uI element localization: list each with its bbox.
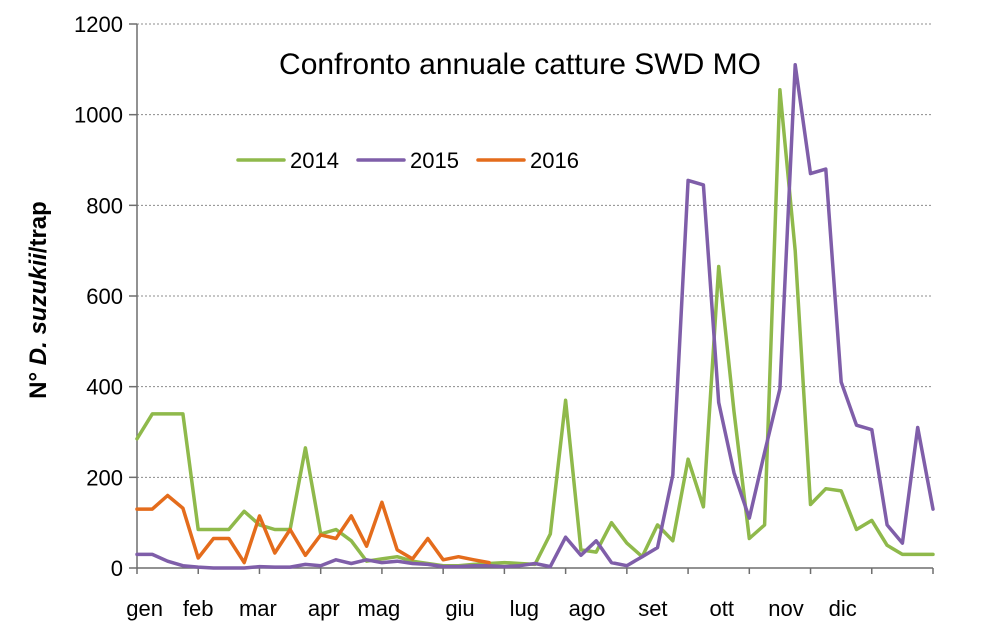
chart-title: Confronto annuale catture SWD MO <box>279 48 761 81</box>
legend: 2014 2015 2016 <box>236 148 579 173</box>
x-tick-label: ott <box>710 596 734 621</box>
y-tick-label: 1200 <box>74 12 123 37</box>
x-tick-labels: gen feb mar apr mag giu lug ago set ott nov dic <box>126 596 856 621</box>
y-tick-label: 600 <box>86 284 123 309</box>
x-tick-label: mar <box>239 596 277 621</box>
x-tick-label: set <box>638 596 667 621</box>
y-axis-label-species: D. suzukii <box>25 252 52 365</box>
x-tick-label: mag <box>357 596 400 621</box>
legend-label-2014: 2014 <box>290 148 339 173</box>
gridlines <box>137 23 933 478</box>
series-line-2016 <box>135 493 491 565</box>
x-tick-label: nov <box>768 596 803 621</box>
y-tick-label: 0 <box>111 556 123 581</box>
series-lines <box>135 63 935 570</box>
x-tick-label: dic <box>829 596 857 621</box>
x-tick-label: giu <box>445 596 474 621</box>
y-axis-label-prefix: N° <box>25 365 52 399</box>
y-axis-label-suffix: /trap <box>25 201 52 253</box>
x-tick-label: feb <box>183 596 214 621</box>
x-tick-label: lug <box>510 596 539 621</box>
legend-label-2015: 2015 <box>410 148 459 173</box>
series-line-2015 <box>135 63 935 570</box>
y-tick-label: 800 <box>86 193 123 218</box>
legend-label-2016: 2016 <box>530 148 579 173</box>
y-tick-label: 200 <box>86 465 123 490</box>
x-tick-label: ago <box>569 596 606 621</box>
x-tick-label: gen <box>126 596 163 621</box>
y-tick-labels: 0 200 400 600 800 1000 1200 <box>74 12 123 581</box>
y-tick-label: 1000 <box>74 103 123 128</box>
axes <box>129 23 934 574</box>
y-axis-label: N° D. suzukii/trap <box>25 201 52 399</box>
y-tick-label: 400 <box>86 375 123 400</box>
x-tick-label: apr <box>308 596 340 621</box>
